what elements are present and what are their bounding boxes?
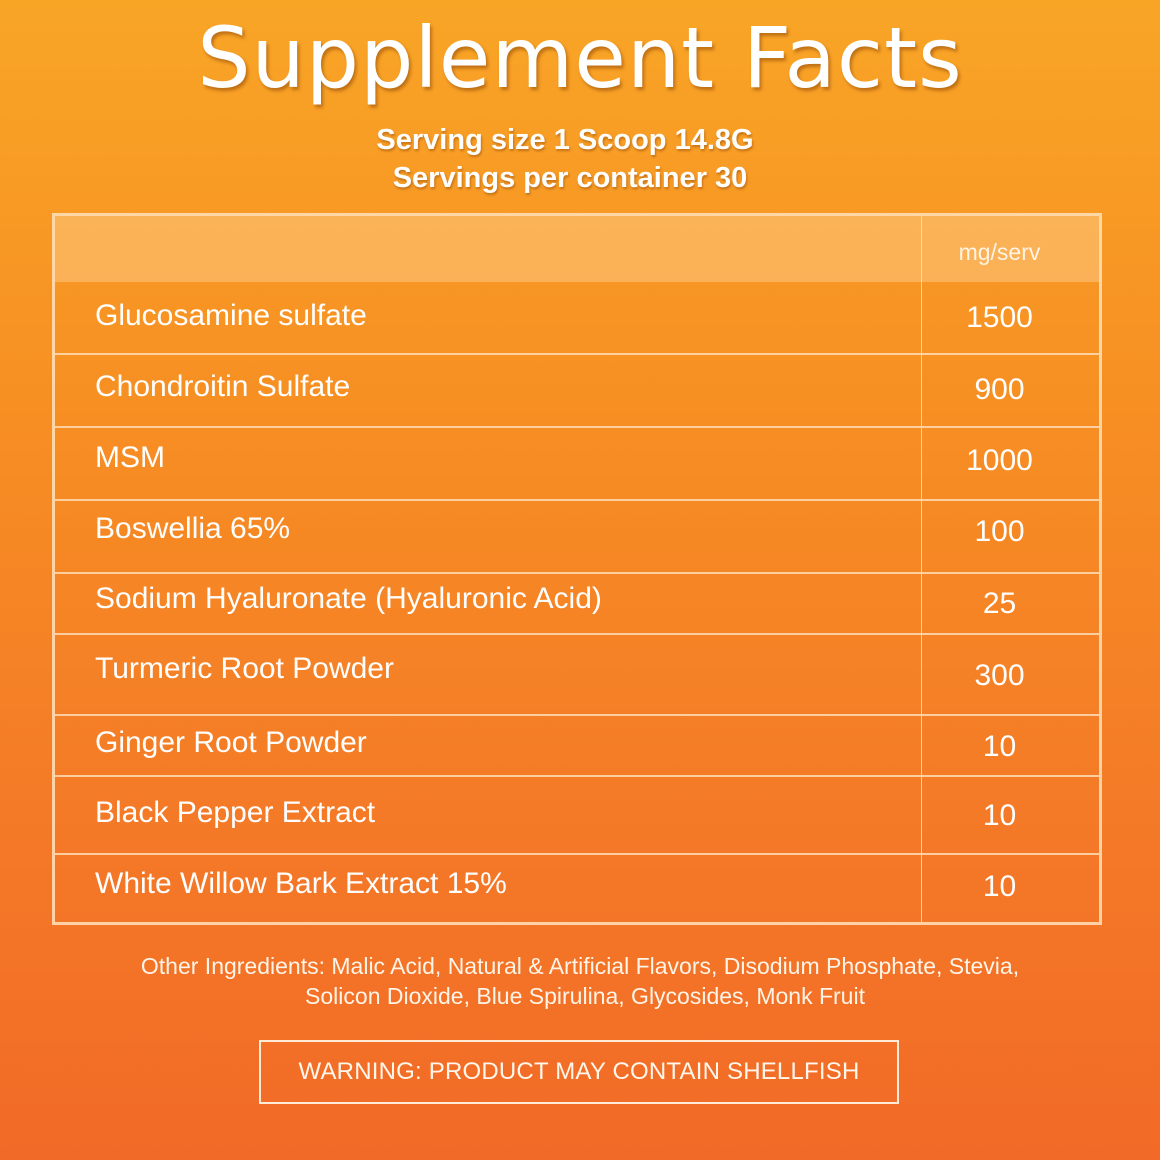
table-row: Glucosamine sulfate 1500 <box>55 282 1099 354</box>
row-divider <box>55 426 1099 428</box>
ingredient-amount: 900 <box>974 373 1025 406</box>
ingredient-amount: 1000 <box>966 444 1033 477</box>
ingredient-amount: 25 <box>982 587 1017 620</box>
table-row: Ginger Root Powder 10 <box>55 716 1099 776</box>
other-ingredients-line-2: Solicon Dioxide, Blue Spirulina, Glycosi… <box>305 983 865 1009</box>
table-row: Turmeric Root Powder 300 <box>55 635 1099 715</box>
supplement-facts-table: mg/serv Glucosamine sulfate 1500 Chondro… <box>52 213 1102 925</box>
row-divider <box>55 775 1099 777</box>
table-row: MSM 1000 <box>55 428 1099 500</box>
row-divider <box>55 499 1099 501</box>
ingredient-amount: 10 <box>982 799 1017 832</box>
ingredient-name: Black Pepper Extract <box>95 796 376 829</box>
table-header-row <box>55 216 1099 282</box>
ingredient-name: Ginger Root Powder <box>95 726 367 759</box>
ingredient-amount: 100 <box>974 515 1025 548</box>
ingredient-name: Boswellia 65% <box>95 512 291 545</box>
table-row: Sodium Hyaluronate (Hyaluronic Acid) 25 <box>55 574 1099 634</box>
ingredient-name: Chondroitin Sulfate <box>95 370 351 403</box>
ingredient-name: Glucosamine sulfate <box>95 299 367 332</box>
row-divider <box>55 353 1099 355</box>
row-divider <box>55 853 1099 855</box>
table-row: Black Pepper Extract 10 <box>55 777 1099 854</box>
ingredient-name: MSM <box>95 441 165 474</box>
ingredient-amount: 300 <box>974 659 1025 692</box>
ingredient-name: Turmeric Root Powder <box>95 652 394 685</box>
table-row: White Willow Bark Extract 15% 10 <box>55 855 1099 922</box>
page-title: Supplement Facts <box>197 9 963 107</box>
row-divider <box>55 714 1099 716</box>
ingredient-amount: 10 <box>982 870 1017 903</box>
unit-column-header: mg/serv <box>958 239 1041 265</box>
column-divider <box>921 216 922 922</box>
table-row: Boswellia 65% 100 <box>55 501 1099 573</box>
ingredient-name: White Willow Bark Extract 15% <box>95 867 507 900</box>
ingredient-name: Sodium Hyaluronate (Hyaluronic Acid) <box>95 582 602 615</box>
shellfish-warning-box: WARNING: PRODUCT MAY CONTAIN SHELLFISH <box>259 1040 899 1104</box>
serving-size: Serving size 1 Scoop 14.8G <box>376 124 754 156</box>
ingredient-amount: 1500 <box>966 301 1033 334</box>
servings-per-container: Servings per container 30 <box>392 162 748 194</box>
table-row: Chondroitin Sulfate 900 <box>55 355 1099 427</box>
ingredient-amount: 10 <box>982 730 1017 763</box>
other-ingredients-line-1: Other Ingredients: Malic Acid, Natural &… <box>140 953 1020 979</box>
row-divider <box>55 572 1099 574</box>
row-divider <box>55 633 1099 635</box>
